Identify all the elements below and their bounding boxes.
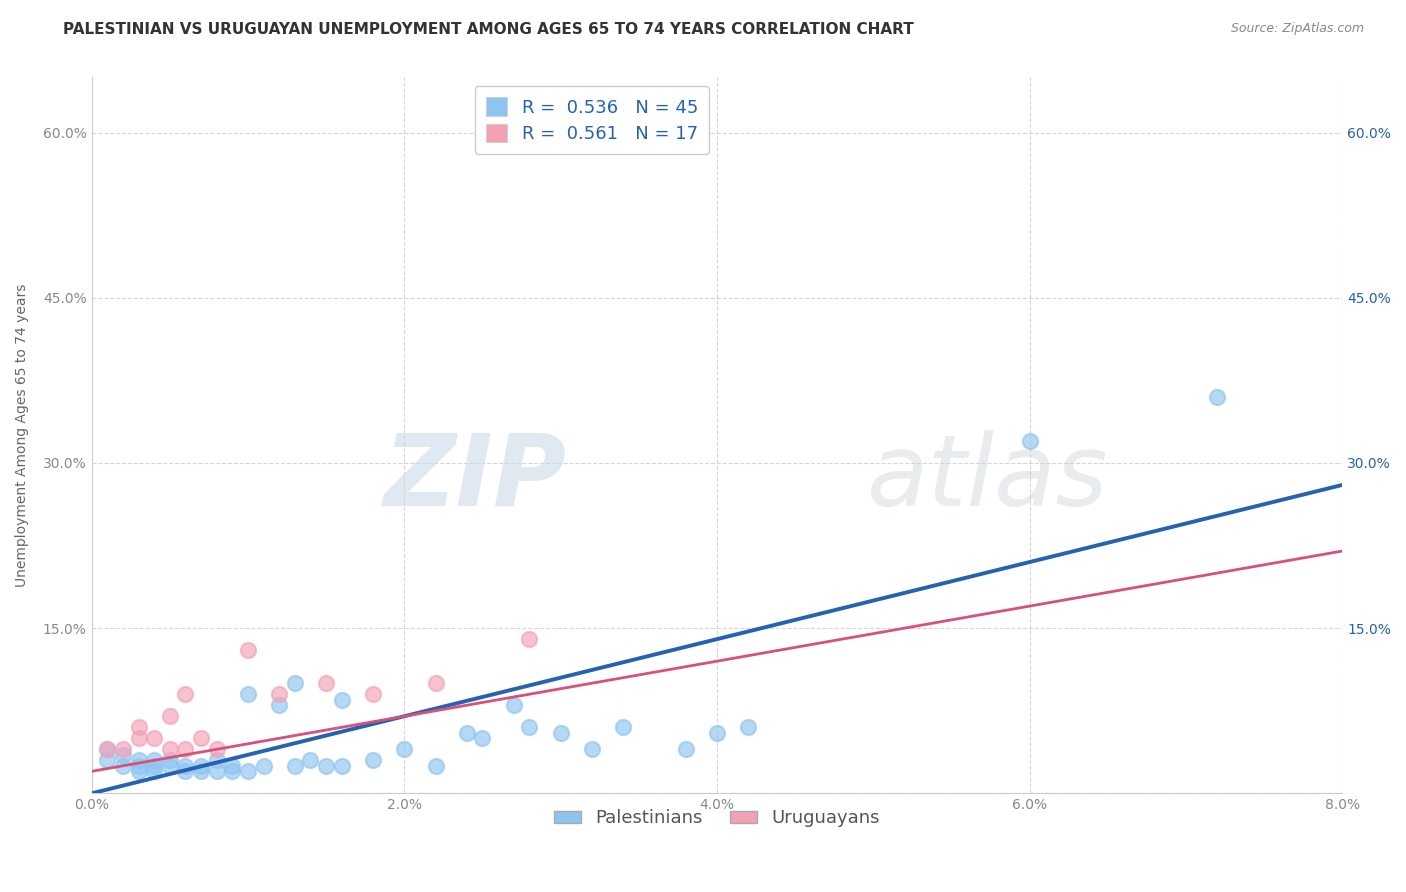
Point: [471, 731, 494, 746]
Point: [111, 747, 134, 762]
Point: [159, 753, 181, 767]
Point: [425, 759, 447, 773]
Point: [174, 687, 197, 701]
Point: [236, 643, 259, 657]
Point: [128, 764, 150, 779]
Point: [205, 764, 228, 779]
Point: [737, 720, 759, 734]
Point: [190, 731, 212, 746]
Point: [581, 742, 603, 756]
Point: [315, 759, 337, 773]
Point: [221, 764, 243, 779]
Point: [96, 742, 118, 756]
Point: [284, 676, 307, 690]
Point: [159, 709, 181, 723]
Point: [128, 759, 150, 773]
Point: [128, 753, 150, 767]
Point: [159, 759, 181, 773]
Point: [143, 731, 166, 746]
Text: Source: ZipAtlas.com: Source: ZipAtlas.com: [1230, 22, 1364, 36]
Legend: Palestinians, Uruguayans: Palestinians, Uruguayans: [547, 802, 887, 834]
Point: [190, 759, 212, 773]
Text: ZIP: ZIP: [384, 430, 567, 527]
Point: [361, 753, 384, 767]
Point: [1018, 434, 1040, 448]
Point: [425, 676, 447, 690]
Point: [394, 742, 416, 756]
Point: [128, 720, 150, 734]
Point: [330, 759, 353, 773]
Point: [269, 687, 291, 701]
Point: [361, 687, 384, 701]
Point: [675, 742, 697, 756]
Point: [143, 759, 166, 773]
Point: [190, 764, 212, 779]
Point: [174, 759, 197, 773]
Point: [96, 742, 118, 756]
Point: [143, 764, 166, 779]
Point: [174, 764, 197, 779]
Point: [143, 753, 166, 767]
Point: [236, 687, 259, 701]
Y-axis label: Unemployment Among Ages 65 to 74 years: Unemployment Among Ages 65 to 74 years: [15, 284, 30, 587]
Point: [159, 742, 181, 756]
Point: [502, 698, 524, 713]
Point: [612, 720, 634, 734]
Point: [517, 720, 540, 734]
Point: [236, 764, 259, 779]
Point: [111, 759, 134, 773]
Point: [330, 692, 353, 706]
Point: [221, 759, 243, 773]
Point: [1206, 390, 1229, 404]
Point: [706, 725, 728, 739]
Point: [284, 759, 307, 773]
Point: [252, 759, 274, 773]
Point: [111, 742, 134, 756]
Point: [517, 632, 540, 647]
Point: [550, 725, 572, 739]
Point: [315, 676, 337, 690]
Text: atlas: atlas: [868, 430, 1109, 527]
Point: [128, 731, 150, 746]
Point: [205, 753, 228, 767]
Point: [299, 753, 322, 767]
Text: PALESTINIAN VS URUGUAYAN UNEMPLOYMENT AMONG AGES 65 TO 74 YEARS CORRELATION CHAR: PALESTINIAN VS URUGUAYAN UNEMPLOYMENT AM…: [63, 22, 914, 37]
Point: [96, 753, 118, 767]
Point: [174, 742, 197, 756]
Point: [456, 725, 478, 739]
Point: [269, 698, 291, 713]
Point: [205, 742, 228, 756]
